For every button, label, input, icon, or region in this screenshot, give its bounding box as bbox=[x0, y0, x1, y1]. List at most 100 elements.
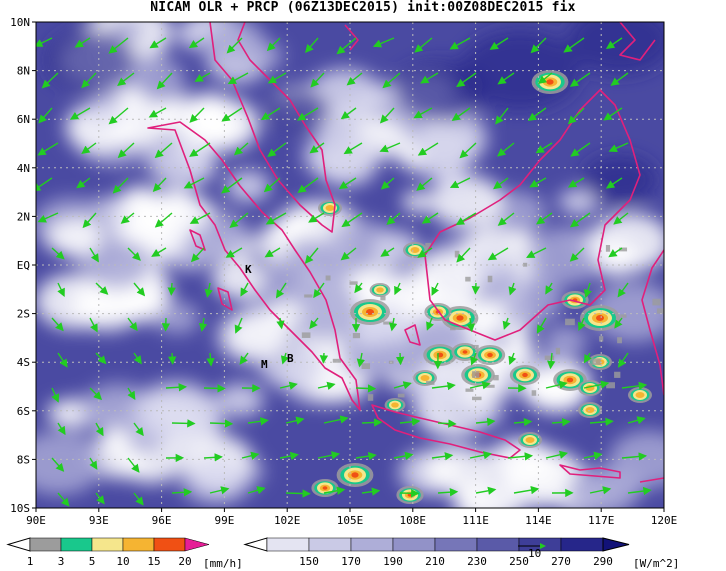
wind-arrow bbox=[475, 486, 497, 495]
precip-speck bbox=[352, 333, 361, 339]
wind-arrow bbox=[449, 37, 471, 50]
wind-arrow bbox=[95, 422, 104, 437]
wind-arrow bbox=[285, 489, 311, 498]
wind-arrow bbox=[421, 212, 439, 224]
precip-speck bbox=[617, 337, 622, 344]
wind-arrow bbox=[317, 451, 341, 460]
precip-speck bbox=[487, 275, 493, 283]
wind-arrow bbox=[37, 142, 59, 156]
lon-tick-label: 117E bbox=[588, 514, 615, 527]
wind-arrow bbox=[117, 142, 135, 159]
wind-arrow bbox=[399, 417, 421, 426]
wind-arrow bbox=[608, 247, 623, 258]
coastline-palawan bbox=[619, 22, 656, 61]
wind-arrow bbox=[149, 37, 167, 49]
wind-arrow bbox=[57, 282, 65, 297]
wind-arrow bbox=[165, 383, 188, 392]
wind-arrow bbox=[108, 107, 129, 125]
gridlines bbox=[36, 22, 664, 508]
wind-arrow bbox=[209, 419, 234, 428]
wind-arrow bbox=[319, 352, 329, 364]
wind-arrow bbox=[127, 247, 141, 261]
wind-arrow bbox=[267, 72, 287, 84]
wind-arrow bbox=[613, 212, 629, 225]
wind-arrow bbox=[379, 142, 401, 153]
precip-colorbar-swatch bbox=[60, 537, 93, 552]
precip-cell bbox=[578, 402, 602, 418]
precip-colorbar-swatch bbox=[184, 537, 210, 552]
wind-arrow bbox=[431, 452, 454, 461]
precip-speck bbox=[383, 321, 394, 325]
coastline-sumbawa bbox=[639, 477, 664, 483]
precip-cell bbox=[509, 365, 541, 385]
wind-arrow bbox=[394, 282, 402, 296]
wind-arrow bbox=[233, 142, 249, 156]
wind-arrow bbox=[151, 247, 167, 257]
wind-arrow bbox=[487, 247, 509, 261]
wind-arrow bbox=[304, 247, 319, 264]
wind-arrow bbox=[81, 72, 97, 89]
wind-arrow bbox=[156, 72, 173, 90]
wind-arrow bbox=[426, 317, 434, 331]
wind-arrow bbox=[380, 177, 395, 190]
wind-arrow bbox=[393, 381, 412, 390]
precip-cell bbox=[350, 299, 390, 325]
wind-arrow bbox=[459, 142, 477, 159]
wind-arrow bbox=[530, 37, 547, 54]
wind-arrow bbox=[264, 247, 281, 258]
precip-colorbar-label: 15 bbox=[147, 555, 160, 568]
wind-arrow bbox=[89, 387, 103, 401]
precip-speck bbox=[605, 244, 611, 252]
wind-arrow bbox=[627, 486, 652, 496]
precip-speck bbox=[493, 374, 499, 381]
wind-arrow bbox=[449, 177, 471, 188]
precip-speck bbox=[367, 394, 374, 401]
wind-arrow bbox=[526, 247, 547, 258]
wind-arrow bbox=[386, 212, 401, 225]
precip-cell bbox=[531, 70, 569, 94]
wind-arrow bbox=[133, 492, 144, 506]
wind-arrow bbox=[355, 451, 377, 461]
wind-arrow bbox=[414, 37, 433, 53]
wind-arrow bbox=[569, 72, 591, 87]
wind-arrow bbox=[617, 352, 629, 368]
wind-arrow bbox=[297, 177, 319, 193]
wind-arrow bbox=[536, 317, 547, 334]
precip-colorbar-swatch bbox=[29, 537, 62, 552]
wind-arrow bbox=[431, 282, 440, 296]
wind-arrow bbox=[583, 282, 592, 299]
precip-speck bbox=[523, 262, 528, 267]
olr-colorbar-label: 210 bbox=[425, 555, 445, 568]
precip-colorbar-label: 5 bbox=[89, 555, 96, 568]
wind-arrow bbox=[127, 387, 136, 401]
wind-arrow bbox=[57, 352, 68, 368]
olr-colorbar-swatch bbox=[350, 537, 394, 552]
wind-arrow bbox=[204, 282, 213, 298]
wind-arrow bbox=[225, 247, 243, 258]
wind-arrow bbox=[340, 247, 357, 261]
lat-tick-label: 8N bbox=[17, 65, 30, 78]
wind-arrow bbox=[82, 212, 97, 229]
coastline-malay-peninsula bbox=[209, 22, 336, 233]
precip-speck bbox=[380, 296, 386, 301]
map-title: NICAM OLR + PRCP (06Z13DEC2015) init:00Z… bbox=[150, 0, 576, 15]
lon-tick-label: 99E bbox=[214, 514, 234, 527]
wind-arrow bbox=[354, 282, 363, 294]
olr-colorbar-swatch bbox=[602, 537, 630, 552]
precip-speck bbox=[619, 247, 628, 252]
wind-arrow bbox=[570, 142, 591, 157]
wind-arrow bbox=[133, 282, 146, 297]
wind-arrow bbox=[221, 107, 243, 122]
wind-arrow bbox=[529, 177, 547, 188]
olr-colorbar-swatch bbox=[266, 537, 310, 552]
wind-arrow bbox=[51, 317, 64, 332]
coastline-borneo bbox=[424, 89, 641, 341]
olr-colorbar-label: 250 bbox=[509, 555, 529, 568]
wind-arrow bbox=[567, 107, 585, 125]
wind-arrow bbox=[489, 37, 509, 50]
wind-arrow bbox=[127, 457, 140, 473]
precip-speck bbox=[454, 250, 460, 258]
wind-arrow bbox=[226, 37, 243, 54]
precip-colorbar-label: 10 bbox=[116, 555, 129, 568]
precip-speck bbox=[472, 396, 482, 401]
